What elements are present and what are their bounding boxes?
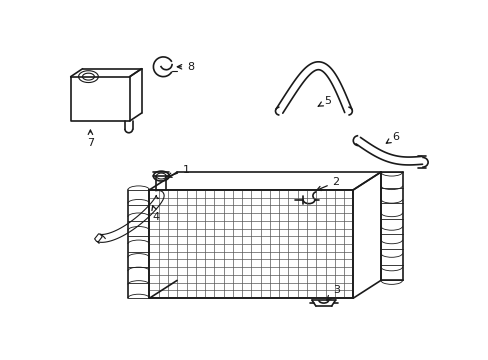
Text: 8: 8 — [177, 62, 194, 72]
Text: 3: 3 — [326, 285, 340, 300]
Text: 1: 1 — [167, 165, 189, 177]
Text: 4: 4 — [152, 206, 160, 222]
Text: 7: 7 — [87, 130, 94, 148]
Text: 5: 5 — [318, 96, 330, 106]
Text: 2: 2 — [316, 177, 339, 190]
Text: 6: 6 — [386, 132, 399, 143]
